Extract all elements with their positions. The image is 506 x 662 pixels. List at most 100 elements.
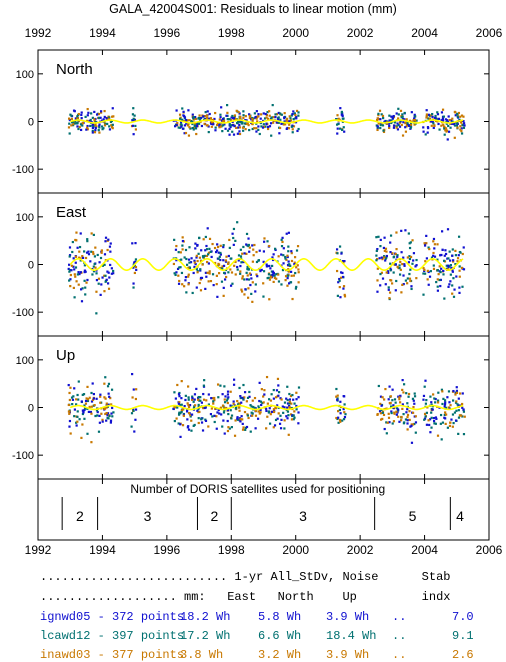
data-point xyxy=(281,405,284,408)
data-point xyxy=(207,117,211,120)
data-point xyxy=(436,399,440,402)
data-point xyxy=(207,125,210,128)
data-point xyxy=(242,260,245,264)
data-point xyxy=(279,414,282,417)
satellite-frame xyxy=(37,478,490,541)
data-point xyxy=(78,256,81,259)
data-point xyxy=(387,412,390,415)
data-point xyxy=(180,123,183,126)
data-point xyxy=(297,127,300,131)
data-point xyxy=(435,280,438,284)
data-point xyxy=(451,284,454,287)
data-point xyxy=(270,393,273,396)
data-point xyxy=(69,273,72,277)
data-point xyxy=(225,114,228,117)
data-point xyxy=(287,433,290,436)
data-point xyxy=(381,417,384,421)
data-point xyxy=(458,275,461,278)
data-point xyxy=(406,413,410,417)
data-point xyxy=(69,432,72,435)
data-point xyxy=(293,256,297,259)
data-point xyxy=(216,295,219,298)
data-point xyxy=(272,116,275,119)
data-point xyxy=(433,247,436,250)
data-point xyxy=(211,242,214,246)
data-point xyxy=(272,408,276,411)
data-point xyxy=(406,277,409,280)
data-point xyxy=(203,254,206,257)
data-point xyxy=(391,422,394,425)
data-point xyxy=(242,398,245,401)
data-point xyxy=(227,261,230,264)
data-point xyxy=(273,424,277,427)
data-point xyxy=(241,277,244,280)
data-point xyxy=(236,118,239,121)
data-point xyxy=(385,421,388,424)
data-point xyxy=(262,250,266,253)
data-point xyxy=(89,260,92,263)
data-point xyxy=(268,114,271,117)
data-point xyxy=(226,397,229,400)
data-point xyxy=(292,125,296,128)
data-point xyxy=(184,279,187,282)
data-point xyxy=(187,396,190,399)
data-point xyxy=(233,115,236,118)
data-point xyxy=(396,411,399,414)
data-point xyxy=(209,117,213,120)
data-point xyxy=(188,404,192,407)
data-point xyxy=(184,398,187,402)
data-point xyxy=(244,426,247,429)
data-point xyxy=(408,277,412,280)
data-point xyxy=(375,259,378,262)
data-point xyxy=(406,122,409,125)
satellite-panel: Number of DORIS satellites used for posi… xyxy=(25,478,503,557)
data-point xyxy=(251,399,254,402)
data-point xyxy=(436,113,440,116)
data-point xyxy=(211,273,215,276)
data-point xyxy=(92,392,95,396)
data-point xyxy=(204,418,207,421)
data-point xyxy=(220,106,223,109)
data-point xyxy=(108,395,111,398)
data-point xyxy=(277,121,281,124)
data-point xyxy=(406,123,410,126)
data-point xyxy=(254,407,257,410)
data-point xyxy=(396,265,399,268)
data-point xyxy=(341,128,344,132)
data-point xyxy=(260,113,263,116)
data-point xyxy=(425,398,428,402)
data-point xyxy=(462,122,466,125)
data-point xyxy=(219,116,222,119)
data-point xyxy=(441,230,444,233)
data-point xyxy=(403,263,406,266)
data-point xyxy=(187,411,191,415)
data-point xyxy=(265,113,268,117)
data-point xyxy=(131,242,134,245)
data-point xyxy=(377,235,380,238)
data-point xyxy=(376,128,379,132)
data-point xyxy=(226,393,230,396)
data-point xyxy=(270,116,273,119)
data-point xyxy=(236,265,239,269)
data-point xyxy=(427,113,430,116)
data-point xyxy=(394,252,397,256)
data-point xyxy=(216,383,220,386)
data-point xyxy=(101,418,104,421)
data-point xyxy=(339,276,343,279)
data-point xyxy=(202,384,205,387)
data-point xyxy=(101,264,105,267)
data-point xyxy=(446,119,449,122)
data-point xyxy=(95,272,98,275)
data-point xyxy=(388,385,391,388)
top-axis-tick-label: 1998 xyxy=(218,26,245,40)
data-point xyxy=(258,249,261,252)
data-point xyxy=(239,115,242,118)
data-point xyxy=(211,397,214,400)
data-point xyxy=(279,118,282,121)
data-point xyxy=(380,271,384,274)
data-point xyxy=(228,427,231,430)
data-point xyxy=(225,255,228,258)
data-point xyxy=(227,271,230,274)
data-point xyxy=(288,404,291,408)
data-point xyxy=(202,115,205,118)
